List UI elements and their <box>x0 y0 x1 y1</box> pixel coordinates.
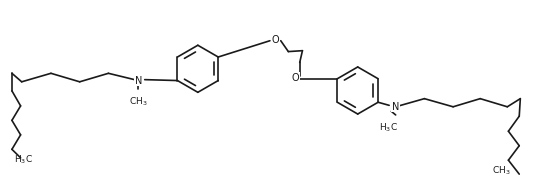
Text: O: O <box>292 73 299 83</box>
Text: N: N <box>392 102 399 112</box>
Text: O: O <box>272 35 279 45</box>
Text: N: N <box>134 75 142 86</box>
Text: H$_3$C: H$_3$C <box>14 154 33 167</box>
Text: H$_3$C: H$_3$C <box>379 121 398 134</box>
Text: CH$_3$: CH$_3$ <box>492 165 511 177</box>
Text: CH$_3$: CH$_3$ <box>129 95 147 108</box>
